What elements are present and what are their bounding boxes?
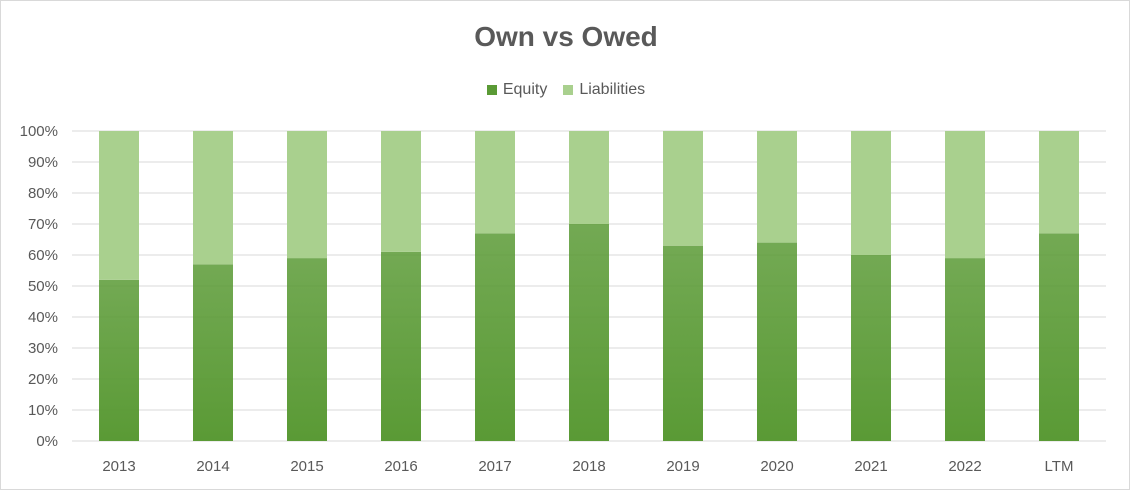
- bar-liabilities-2021: [851, 131, 891, 255]
- bar-equity-2021: [851, 255, 891, 441]
- legend-item-liabilities: Liabilities: [563, 81, 645, 99]
- x-tick-label: LTM: [1045, 458, 1074, 475]
- x-tick-label: 2015: [290, 458, 323, 475]
- bar-liabilities-2022: [945, 131, 985, 259]
- x-tick-label: 2016: [384, 458, 417, 475]
- chart-title: Own vs Owed: [474, 21, 658, 52]
- bar-liabilities-2019: [663, 131, 703, 246]
- legend: Equity Liabilities: [1, 81, 1130, 99]
- y-tick-label: 70%: [28, 216, 58, 233]
- bar-liabilities-2018: [569, 131, 609, 224]
- legend-swatch-liabilities: [563, 85, 574, 95]
- bar-equity-2019: [663, 245, 703, 441]
- legend-label-liabilities: Liabilities: [579, 81, 646, 98]
- bar-equity-2013: [99, 279, 139, 441]
- bar-liabilities-2015: [287, 131, 327, 259]
- y-tick-label: 20%: [28, 371, 58, 388]
- bar-liabilities-2020: [757, 131, 797, 243]
- bar-liabilities-2014: [193, 131, 233, 265]
- y-tick-label: 0%: [36, 433, 58, 450]
- bar-equity-2022: [945, 258, 985, 441]
- x-tick-label: 2013: [102, 458, 135, 475]
- y-tick-label: 50%: [28, 278, 58, 295]
- y-tick-label: 100%: [20, 123, 58, 140]
- bar-equity-2017: [475, 233, 515, 441]
- legend-item-equity: Equity: [486, 81, 548, 99]
- y-tick-label: 60%: [28, 247, 58, 264]
- x-tick-label: 2020: [760, 458, 793, 475]
- x-tick-label: 2019: [666, 458, 699, 475]
- bar-liabilities-2016: [381, 131, 421, 252]
- bar-liabilities-2013: [99, 131, 139, 280]
- y-tick-label: 30%: [28, 340, 58, 357]
- y-tick-label: 40%: [28, 309, 58, 326]
- x-tick-label: 2017: [478, 458, 511, 475]
- legend-swatch-equity: [486, 85, 497, 95]
- bar-equity-ltm: [1039, 233, 1079, 441]
- bar-equity-2016: [381, 251, 421, 441]
- bar-equity-2014: [193, 264, 233, 441]
- bar-liabilities-ltm: [1039, 131, 1079, 234]
- bar-liabilities-2017: [475, 131, 515, 234]
- x-tick-label: 2018: [572, 458, 605, 475]
- x-tick-label: 2021: [854, 458, 887, 475]
- bar-equity-2015: [287, 258, 327, 441]
- x-tick-label: 2022: [948, 458, 981, 475]
- legend-label-equity: Equity: [502, 81, 548, 98]
- y-tick-label: 10%: [28, 402, 58, 419]
- y-tick-label: 80%: [28, 185, 58, 202]
- y-tick-label: 90%: [28, 154, 58, 171]
- x-tick-label: 2014: [196, 458, 229, 475]
- bar-equity-2018: [569, 224, 609, 441]
- bar-equity-2020: [757, 242, 797, 441]
